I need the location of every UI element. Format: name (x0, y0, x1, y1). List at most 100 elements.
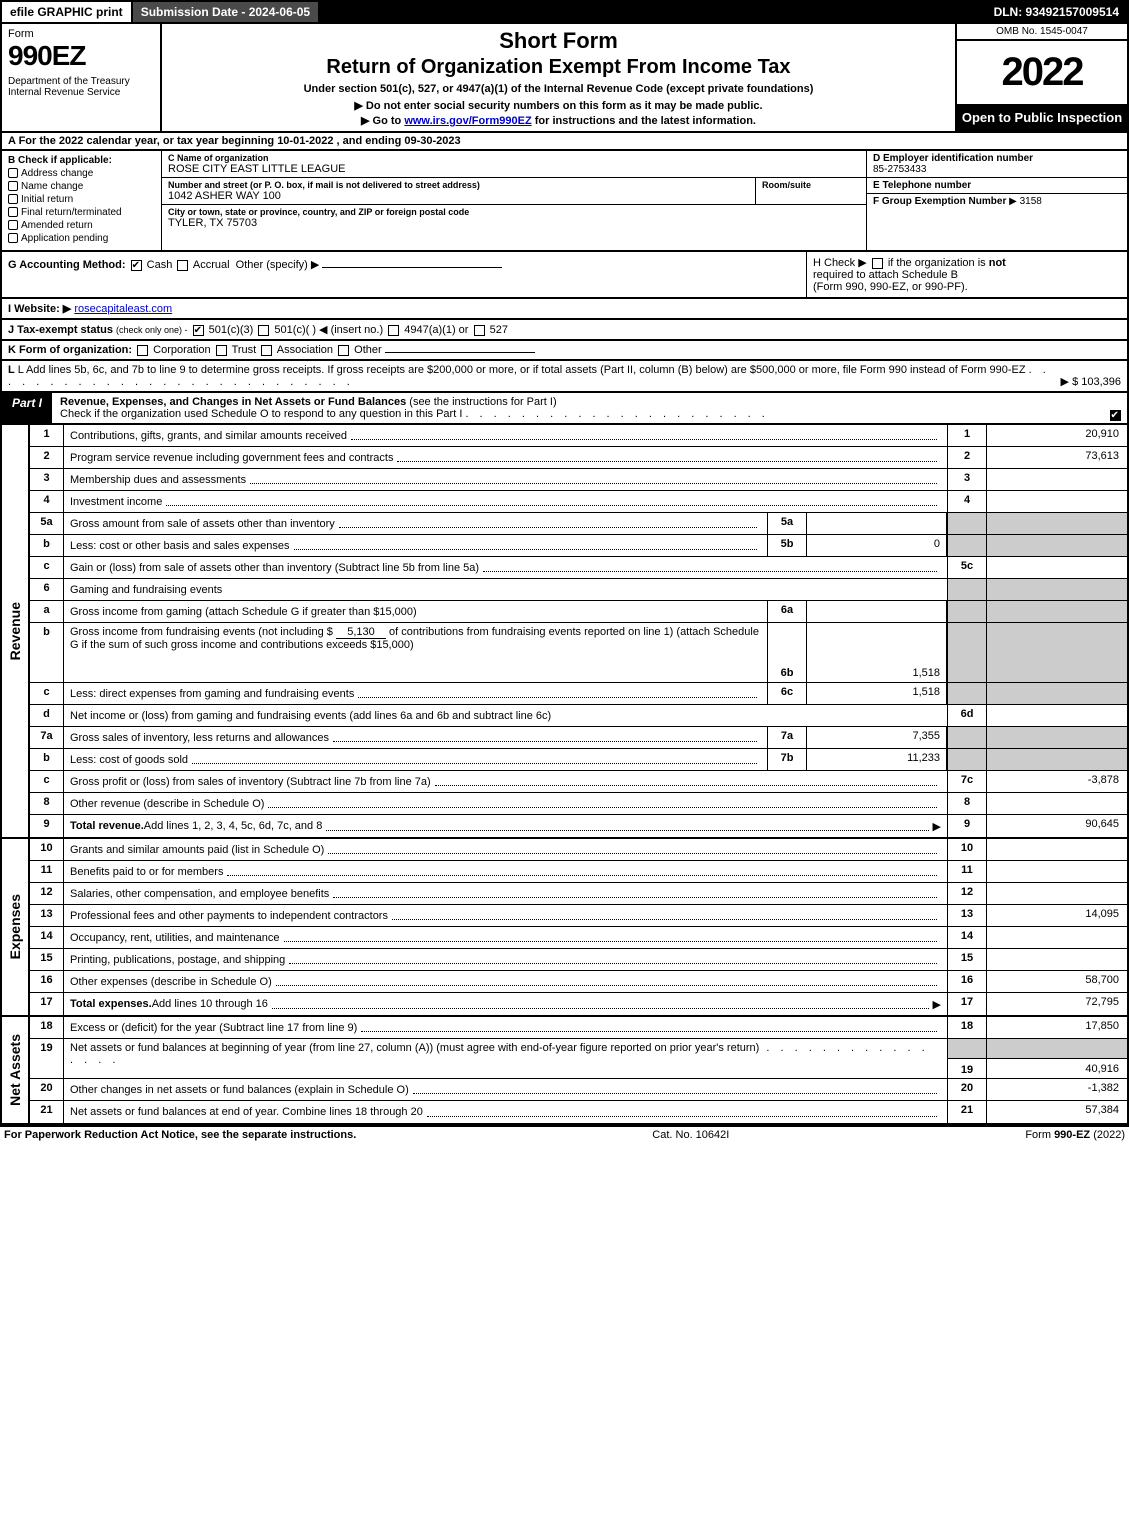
chk-cash[interactable] (131, 260, 142, 271)
lbl-other-org: Other (354, 344, 382, 356)
part1-title: Revenue, Expenses, and Changes in Net As… (52, 393, 1103, 423)
val-8 (987, 793, 1127, 814)
desc-19: Net assets or fund balances at beginning… (70, 1042, 759, 1054)
chk-schedule-o[interactable] (1110, 410, 1121, 421)
chk-4947[interactable] (388, 325, 399, 336)
desc-17-bold: Total expenses. (70, 998, 152, 1010)
ln-17: 17 (30, 993, 64, 1015)
chk-initial-return[interactable] (8, 194, 18, 204)
chk-app-pending[interactable] (8, 233, 18, 243)
desc-6a: Gross income from gaming (attach Schedul… (70, 606, 417, 618)
ln-10: 10 (30, 839, 64, 860)
lbl-4947: 4947(a)(1) or (404, 324, 468, 336)
efile-print[interactable]: efile GRAPHIC print (2, 2, 131, 22)
desc-6b-1: Gross income from fundraising events (no… (70, 626, 336, 638)
ln-2: 2 (30, 447, 64, 468)
footer-center: Cat. No. 10642I (652, 1129, 729, 1141)
dept-label: Department of the Treasury Internal Reve… (8, 76, 154, 98)
ln-5b: b (30, 535, 64, 556)
l-text: L Add lines 5b, 6c, and 7b to line 9 to … (18, 364, 1026, 376)
rtn-7c: 7c (947, 771, 987, 792)
chk-corp[interactable] (137, 345, 148, 356)
rtn-10: 10 (947, 839, 987, 860)
ln-9: 9 (30, 815, 64, 837)
subval-5a (807, 513, 947, 534)
form-number: 990EZ (8, 40, 154, 72)
ln-6d: d (30, 705, 64, 726)
ssn-note: ▶ Do not enter social security numbers o… (170, 99, 947, 112)
rtn-7b-shade (947, 749, 987, 770)
val-6-shade (987, 579, 1127, 600)
desc-6c: Less: direct expenses from gaming and fu… (70, 688, 354, 700)
chk-amended[interactable] (8, 220, 18, 230)
lbl-assoc: Association (277, 344, 333, 356)
ln-7c: c (30, 771, 64, 792)
val-1: 20,910 (987, 425, 1127, 446)
val-5c (987, 557, 1127, 578)
chk-assoc[interactable] (261, 345, 272, 356)
g-label: G Accounting Method: (8, 259, 126, 271)
lbl-527: 527 (490, 324, 508, 336)
d-ein-val: 85-2753433 (873, 164, 1121, 175)
section-l: L L Add lines 5b, 6c, and 7b to line 9 t… (0, 361, 1129, 393)
ln-20: 20 (30, 1079, 64, 1100)
val-14 (987, 927, 1127, 948)
expenses-side-label: Expenses (2, 839, 30, 1015)
irs-link[interactable]: www.irs.gov/Form990EZ (404, 115, 531, 127)
ln-16: 16 (30, 971, 64, 992)
rtn-4: 4 (947, 491, 987, 512)
website-link[interactable]: rosecapitaleast.com (74, 303, 172, 315)
main-title: Return of Organization Exempt From Incom… (170, 56, 947, 79)
chk-501c[interactable] (258, 325, 269, 336)
rtn-17: 17 (947, 993, 987, 1015)
val-3 (987, 469, 1127, 490)
section-k: K Form of organization: Corporation Trus… (0, 341, 1129, 361)
val-7a-shade (987, 727, 1127, 748)
val-9: 90,645 (987, 815, 1127, 837)
subval-6a (807, 601, 947, 622)
c-city-val: TYLER, TX 75703 (168, 217, 860, 229)
ln-6c: c (30, 683, 64, 704)
header-right: OMB No. 1545-0047 2022 Open to Public In… (957, 24, 1127, 131)
val-18: 17,850 (987, 1017, 1127, 1038)
part1-title-rest: (see the instructions for Part I) (406, 396, 556, 408)
section-j: J Tax-exempt status (check only one) - 5… (0, 320, 1129, 341)
ln-4: 4 (30, 491, 64, 512)
section-i: I Website: ▶ rosecapitaleast.com (0, 299, 1129, 320)
ln-6a: a (30, 601, 64, 622)
desc-6d: Net income or (loss) from gaming and fun… (70, 710, 551, 722)
c-name-lbl: C Name of organization (168, 153, 860, 163)
rtn-6d: 6d (947, 705, 987, 726)
omb-number: OMB No. 1545-0047 (957, 24, 1127, 41)
e-tel-lbl: E Telephone number (873, 180, 1121, 191)
chk-address-change[interactable] (8, 168, 18, 178)
netassets-section: Net Assets 18 Excess or (deficit) for th… (0, 1017, 1129, 1125)
chk-other-org[interactable] (338, 345, 349, 356)
val-5a-shade (987, 513, 1127, 534)
sub-6a: 6a (767, 601, 807, 622)
revenue-side-label: Revenue (2, 425, 30, 837)
submission-date: Submission Date - 2024-06-05 (133, 2, 318, 22)
ln-19: 19 (30, 1039, 64, 1078)
chk-trust[interactable] (216, 345, 227, 356)
val-11 (987, 861, 1127, 882)
val-6d (987, 705, 1127, 726)
rtn-5a-shade (947, 513, 987, 534)
rtn-11: 11 (947, 861, 987, 882)
ln-13: 13 (30, 905, 64, 926)
chk-accrual[interactable] (177, 260, 188, 271)
footer-right: Form 990-EZ (2022) (1025, 1129, 1125, 1141)
rtn-6b-shade (947, 623, 987, 682)
other-method-line (322, 267, 502, 268)
val-12 (987, 883, 1127, 904)
chk-501c3[interactable] (193, 325, 204, 336)
chk-final-return[interactable] (8, 207, 18, 217)
chk-527[interactable] (474, 325, 485, 336)
chk-schedule-b[interactable] (872, 258, 883, 269)
c-name-val: ROSE CITY EAST LITTLE LEAGUE (168, 163, 860, 175)
lbl-insert-no: ◀ (insert no.) (319, 324, 383, 336)
chk-name-change[interactable] (8, 181, 18, 191)
val-4 (987, 491, 1127, 512)
footer-left: For Paperwork Reduction Act Notice, see … (4, 1129, 356, 1141)
c-city-lbl: City or town, state or province, country… (168, 207, 860, 217)
